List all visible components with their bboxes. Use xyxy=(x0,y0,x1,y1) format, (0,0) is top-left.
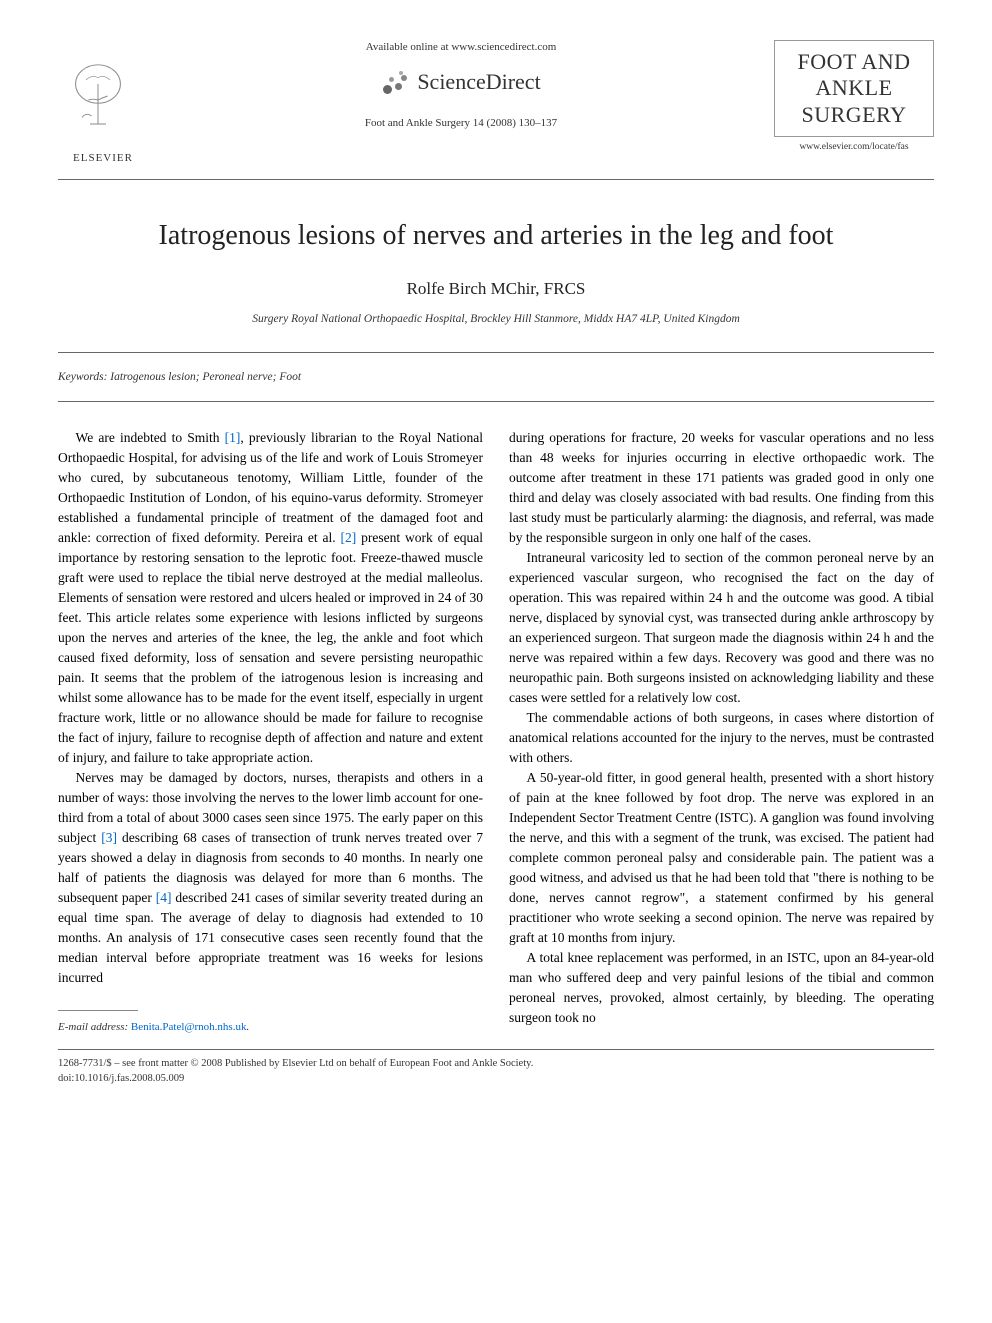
body-paragraph: We are indebted to Smith [1], previously… xyxy=(58,428,483,767)
email-label: E-mail address: xyxy=(58,1021,128,1033)
body-paragraph: during operations for fracture, 20 weeks… xyxy=(509,428,934,548)
keywords-bar: Keywords: Iatrogenous lesion; Peroneal n… xyxy=(58,352,934,402)
ref-link-2[interactable]: [2] xyxy=(341,530,357,545)
kw-label-text: Keywords: xyxy=(58,371,107,383)
body-paragraph: Nerves may be damaged by doctors, nurses… xyxy=(58,768,483,988)
ref-link-3[interactable]: [3] xyxy=(101,830,117,845)
doi-text: doi:10.1016/j.fas.2008.05.009 xyxy=(58,1071,934,1086)
body-paragraph: Intraneural varicosity led to section of… xyxy=(509,548,934,708)
available-online-text: Available online at www.sciencedirect.co… xyxy=(168,40,754,56)
elsevier-tree-icon xyxy=(58,60,138,140)
journal-url[interactable]: www.elsevier.com/locate/fas xyxy=(774,141,934,155)
article-title: Iatrogenous lesions of nerves and arteri… xyxy=(58,216,934,257)
sciencedirect-logo: ScienceDirect xyxy=(168,66,754,98)
copyright-bar: 1268-7731/$ – see front matter © 2008 Pu… xyxy=(58,1049,934,1086)
journal-title: FOOT AND ANKLE SURGERY xyxy=(774,40,934,136)
body-paragraph: The commendable actions of both surgeons… xyxy=(509,708,934,768)
header-center: Available online at www.sciencedirect.co… xyxy=(148,40,774,132)
copyright-text: 1268-7731/$ – see front matter © 2008 Pu… xyxy=(58,1056,934,1071)
right-column: during operations for fracture, 20 weeks… xyxy=(509,428,934,1034)
footnote-separator xyxy=(58,1010,138,1011)
email-address-link[interactable]: Benita.Patel@rnoh.nhs.uk xyxy=(131,1021,247,1033)
sciencedirect-text: ScienceDirect xyxy=(417,66,540,98)
sciencedirect-dots-icon xyxy=(381,67,411,97)
body-text: We are indebted to Smith xyxy=(76,430,225,445)
journal-box: FOOT AND ANKLE SURGERY www.elsevier.com/… xyxy=(774,40,934,155)
left-column: We are indebted to Smith [1], previously… xyxy=(58,428,483,1034)
elsevier-logo: ELSEVIER xyxy=(58,60,148,167)
ref-link-1[interactable]: [1] xyxy=(225,430,241,445)
email-line: E-mail address: Benita.Patel@rnoh.nhs.uk… xyxy=(58,1019,483,1035)
author-name: Rolfe Birch MChir, FRCS xyxy=(58,277,934,302)
article-header: ELSEVIER Available online at www.science… xyxy=(58,40,934,180)
body-text: present work of equal importance by rest… xyxy=(58,530,483,765)
body-paragraph: A total knee replacement was performed, … xyxy=(509,948,934,1028)
publisher-name: ELSEVIER xyxy=(58,151,148,167)
author-affiliation: Surgery Royal National Orthopaedic Hospi… xyxy=(58,311,934,328)
kw-list-text: Iatrogenous lesion; Peroneal nerve; Foot xyxy=(107,371,301,383)
body-paragraph: A 50-year-old fitter, in good general he… xyxy=(509,768,934,948)
body-text: , previously librarian to the Royal Nati… xyxy=(58,430,483,545)
body-columns: We are indebted to Smith [1], previously… xyxy=(58,428,934,1034)
ref-link-4[interactable]: [4] xyxy=(156,890,172,905)
keywords-label: Keywords: Iatrogenous lesion; Peroneal n… xyxy=(58,371,301,383)
citation-text: Foot and Ankle Surgery 14 (2008) 130–137 xyxy=(168,116,754,132)
